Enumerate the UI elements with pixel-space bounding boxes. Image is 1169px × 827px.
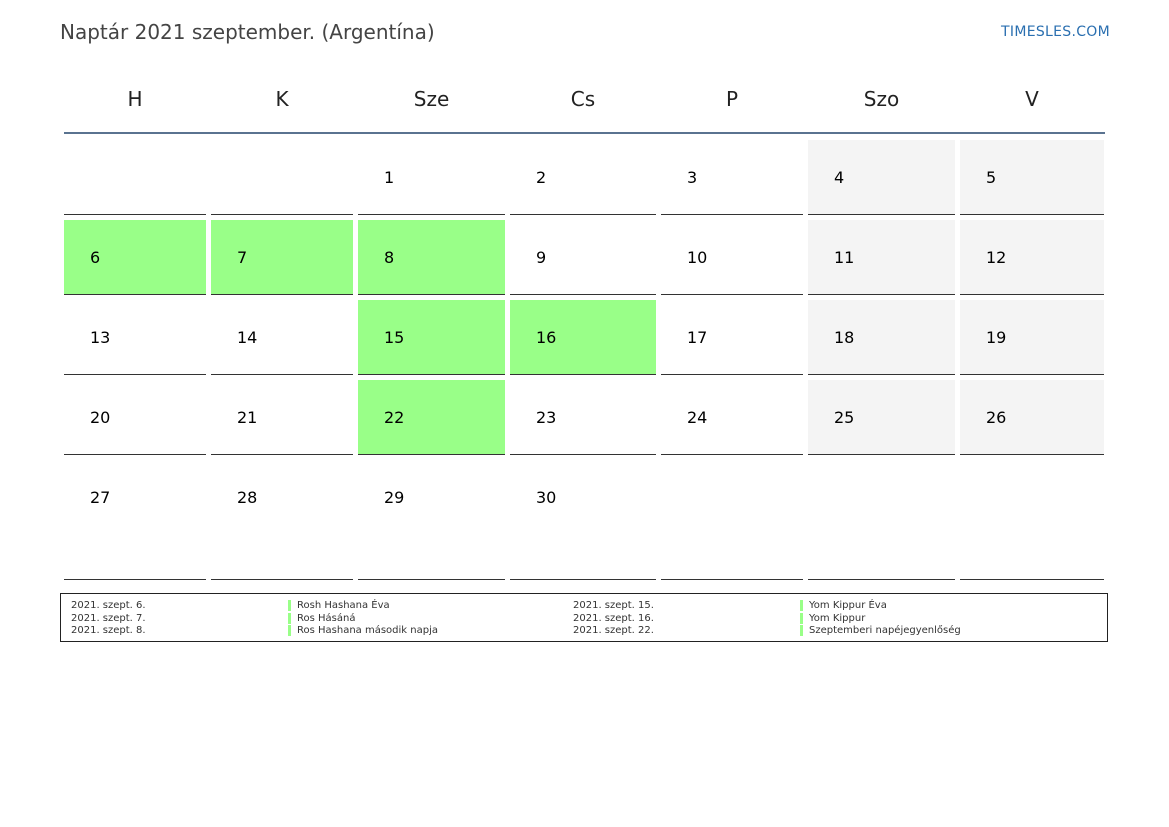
empty-day-cell: [211, 140, 353, 215]
day-number: 15: [384, 328, 405, 347]
day-number: 12: [986, 248, 1007, 267]
day-number: 10: [687, 248, 708, 267]
weekday-friday: P: [725, 87, 739, 111]
empty-day-cell: [960, 460, 1104, 580]
day-cell-22: 22: [358, 380, 505, 455]
weekday-saturday: Szo: [863, 87, 900, 111]
day-number: 20: [90, 408, 111, 427]
day-number: 28: [237, 488, 258, 507]
day-number: 18: [834, 328, 855, 347]
empty-day-cell: [64, 140, 206, 215]
day-cell-1: 1: [358, 140, 505, 215]
day-cell-19: 19: [960, 300, 1104, 375]
legend-date: 2021. szept. 16.: [573, 612, 654, 624]
day-number: 22: [384, 408, 405, 427]
site-link[interactable]: TIMESLES.COM: [1001, 24, 1110, 40]
day-number: 1: [384, 168, 395, 187]
day-number: 8: [384, 248, 395, 267]
day-cell-24: 24: [661, 380, 803, 455]
day-number: 30: [536, 488, 557, 507]
day-number: 3: [687, 168, 698, 187]
day-number: 7: [237, 248, 248, 267]
day-cell-17: 17: [661, 300, 803, 375]
day-cell-7: 7: [211, 220, 353, 295]
day-number: 11: [834, 248, 855, 267]
day-number: 2: [536, 168, 547, 187]
day-number: 23: [536, 408, 557, 427]
day-number: 5: [986, 168, 997, 187]
legend-holiday-name: Yom Kippur: [800, 612, 865, 624]
weekday-wednesday: Sze: [413, 87, 450, 111]
day-number: 16: [536, 328, 557, 347]
day-number: 17: [687, 328, 708, 347]
day-cell-25: 25: [808, 380, 955, 455]
day-cell-2: 2: [510, 140, 656, 215]
day-number: 26: [986, 408, 1007, 427]
day-number: 9: [536, 248, 547, 267]
day-grid: 1 2 3 4 5 6 7 8 9 10 11 12 13 14 15 16 17 18 19 20 21 22 23 24 2…: [64, 140, 1105, 580]
day-cell-12: 12: [960, 220, 1104, 295]
legend-date: 2021. szept. 6.: [71, 600, 146, 611]
day-cell-27: 27: [64, 460, 206, 580]
page-title: Naptár 2021 szeptember. (Argentína): [60, 20, 435, 44]
day-number: 25: [834, 408, 855, 427]
day-cell-30: 30: [510, 460, 656, 580]
weekday-header: H K Sze Cs P Szo V: [64, 78, 1105, 134]
day-cell-20: 20: [64, 380, 206, 455]
day-number: 19: [986, 328, 1007, 347]
day-cell-14: 14: [211, 300, 353, 375]
day-number: 27: [90, 488, 111, 507]
day-cell-26: 26: [960, 380, 1104, 455]
day-cell-6: 6: [64, 220, 206, 295]
legend-holiday-name: Ros Hásáná: [288, 612, 355, 624]
day-cell-28: 28: [211, 460, 353, 580]
day-number: 24: [687, 408, 708, 427]
day-cell-11: 11: [808, 220, 955, 295]
day-cell-21: 21: [211, 380, 353, 455]
day-cell-16: 16: [510, 300, 656, 375]
day-cell-23: 23: [510, 380, 656, 455]
day-cell-29: 29: [358, 460, 505, 580]
day-number: 6: [90, 248, 101, 267]
day-cell-4: 4: [808, 140, 955, 215]
legend-date: 2021. szept. 22.: [573, 625, 654, 636]
day-number: 13: [90, 328, 111, 347]
legend-date: 2021. szept. 8.: [71, 625, 146, 636]
weekday-monday: H: [127, 87, 143, 111]
day-number: 14: [237, 328, 258, 347]
day-cell-8: 8: [358, 220, 505, 295]
day-number: 4: [834, 168, 845, 187]
weekday-thursday: Cs: [570, 87, 596, 111]
day-cell-9: 9: [510, 220, 656, 295]
weekday-tuesday: K: [275, 87, 289, 111]
day-number: 21: [237, 408, 258, 427]
empty-day-cell: [808, 460, 955, 580]
day-cell-3: 3: [661, 140, 803, 215]
day-cell-13: 13: [64, 300, 206, 375]
day-cell-18: 18: [808, 300, 955, 375]
day-number: 29: [384, 488, 405, 507]
day-cell-5: 5: [960, 140, 1104, 215]
holiday-legend: 2021. szept. 6. Rosh Hashana Éva 2021. sze…: [60, 593, 1108, 642]
weekday-sunday: V: [1025, 87, 1039, 111]
legend-holiday-name: Ros Hashana második napja: [288, 625, 438, 636]
legend-date: 2021. szept. 15.: [573, 600, 654, 611]
calendar: H K Sze Cs P Szo V 1 2 3 4 5 6 7 8 9 10 11 12 13 14 15…: [64, 78, 1105, 580]
legend-holiday-name: Yom Kippur Éva: [800, 600, 887, 611]
day-cell-10: 10: [661, 220, 803, 295]
legend-date: 2021. szept. 7.: [71, 612, 146, 624]
empty-day-cell: [661, 460, 803, 580]
legend-holiday-name: Rosh Hashana Éva: [288, 600, 390, 611]
legend-holiday-name: Szeptemberi napéjegyenlőség: [800, 625, 961, 636]
day-cell-15: 15: [358, 300, 505, 375]
